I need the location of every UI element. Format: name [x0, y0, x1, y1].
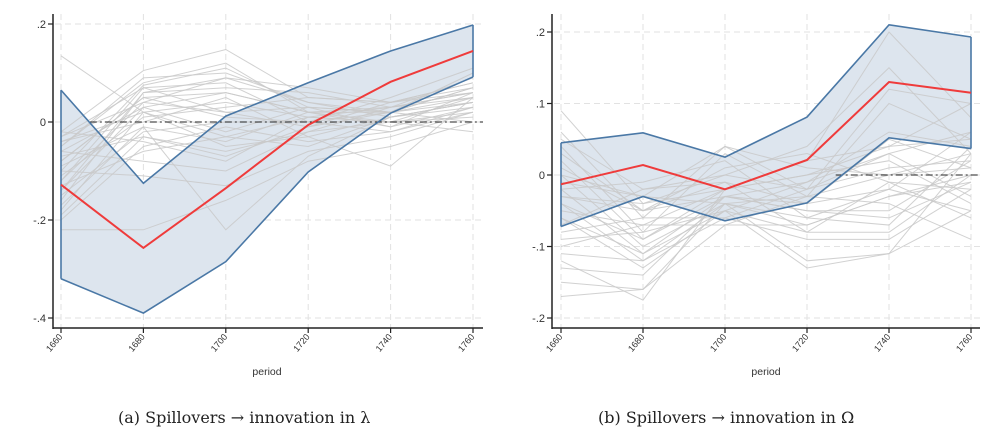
placebo-line — [60, 87, 474, 182]
caption-a: (a) Spillovers → innovation in λ — [118, 408, 371, 427]
placebo-line — [560, 188, 972, 262]
placebo-line — [560, 174, 972, 240]
x-tick-label: 1740 — [374, 332, 395, 354]
x-tick-label: 1660 — [44, 332, 65, 354]
y-tick-label: .2 — [536, 27, 545, 39]
x-tick-label: 1680 — [626, 332, 647, 354]
y-tick-label: -.2 — [33, 215, 46, 227]
panel-a-chart: .2 0 -.2 -.4 1660 1680 1700 1720 1740 1760 period — [33, 14, 483, 378]
ci-lower-line — [60, 76, 474, 314]
placebo-line — [560, 174, 972, 247]
placebo-line — [560, 145, 972, 197]
placebo-line — [60, 101, 474, 216]
x-axis-title: period — [751, 366, 780, 378]
placebo-line — [60, 111, 474, 221]
placebo-line — [60, 106, 474, 231]
estimate-line — [560, 80, 972, 191]
placebo-line — [560, 138, 972, 226]
x-tick-label: 1760 — [954, 332, 975, 354]
placebo-line — [60, 87, 474, 196]
x-tick-label: 1700 — [708, 332, 729, 354]
y-tick-label: 0 — [40, 117, 46, 129]
placebo-line — [560, 181, 972, 233]
x-tick-label: 1720 — [291, 332, 312, 354]
y-tick-label: -.1 — [532, 242, 545, 254]
panel-b-chart: .2 .1 0 -.1 -.2 1660 1680 1700 1720 1740 1760 perio… — [532, 14, 980, 378]
y-tick-label: -.4 — [33, 313, 46, 325]
placebo-line — [61, 121, 474, 231]
y-tick-label: .2 — [37, 19, 46, 31]
placebo-line — [560, 153, 972, 262]
caption-b: (b) Spillovers → innovation in Ω — [598, 408, 855, 427]
x-tick-label: 1740 — [872, 332, 893, 354]
x-tick-label: 1760 — [456, 332, 477, 354]
ci-upper-line — [60, 24, 474, 185]
y-tick-label: 0 — [539, 170, 545, 182]
placebo-line — [60, 72, 474, 147]
placebo-line — [60, 121, 474, 172]
x-axis-title: period — [252, 366, 281, 378]
ci-lower-line — [560, 136, 972, 228]
placebo-line — [560, 181, 972, 298]
x-tick-label: 1700 — [209, 332, 230, 354]
placebo-line — [560, 67, 972, 190]
y-tick-label: -.2 — [532, 313, 545, 325]
placebo-line — [560, 167, 972, 290]
y-tick-label: .1 — [536, 99, 545, 111]
placebo-line — [560, 160, 972, 226]
x-tick-label: 1720 — [790, 332, 811, 354]
x-tick-label: 1660 — [544, 332, 565, 354]
placebo-line — [60, 111, 474, 187]
placebo-line — [60, 87, 474, 201]
placebo-line — [560, 181, 972, 255]
placebo-line — [60, 77, 474, 138]
placebo-line — [60, 92, 474, 191]
x-tick-label: 1680 — [126, 332, 147, 354]
ci-upper-line — [560, 23, 972, 158]
confidence-band — [561, 24, 971, 227]
placebo-line — [560, 174, 972, 255]
estimate-line — [60, 50, 474, 250]
